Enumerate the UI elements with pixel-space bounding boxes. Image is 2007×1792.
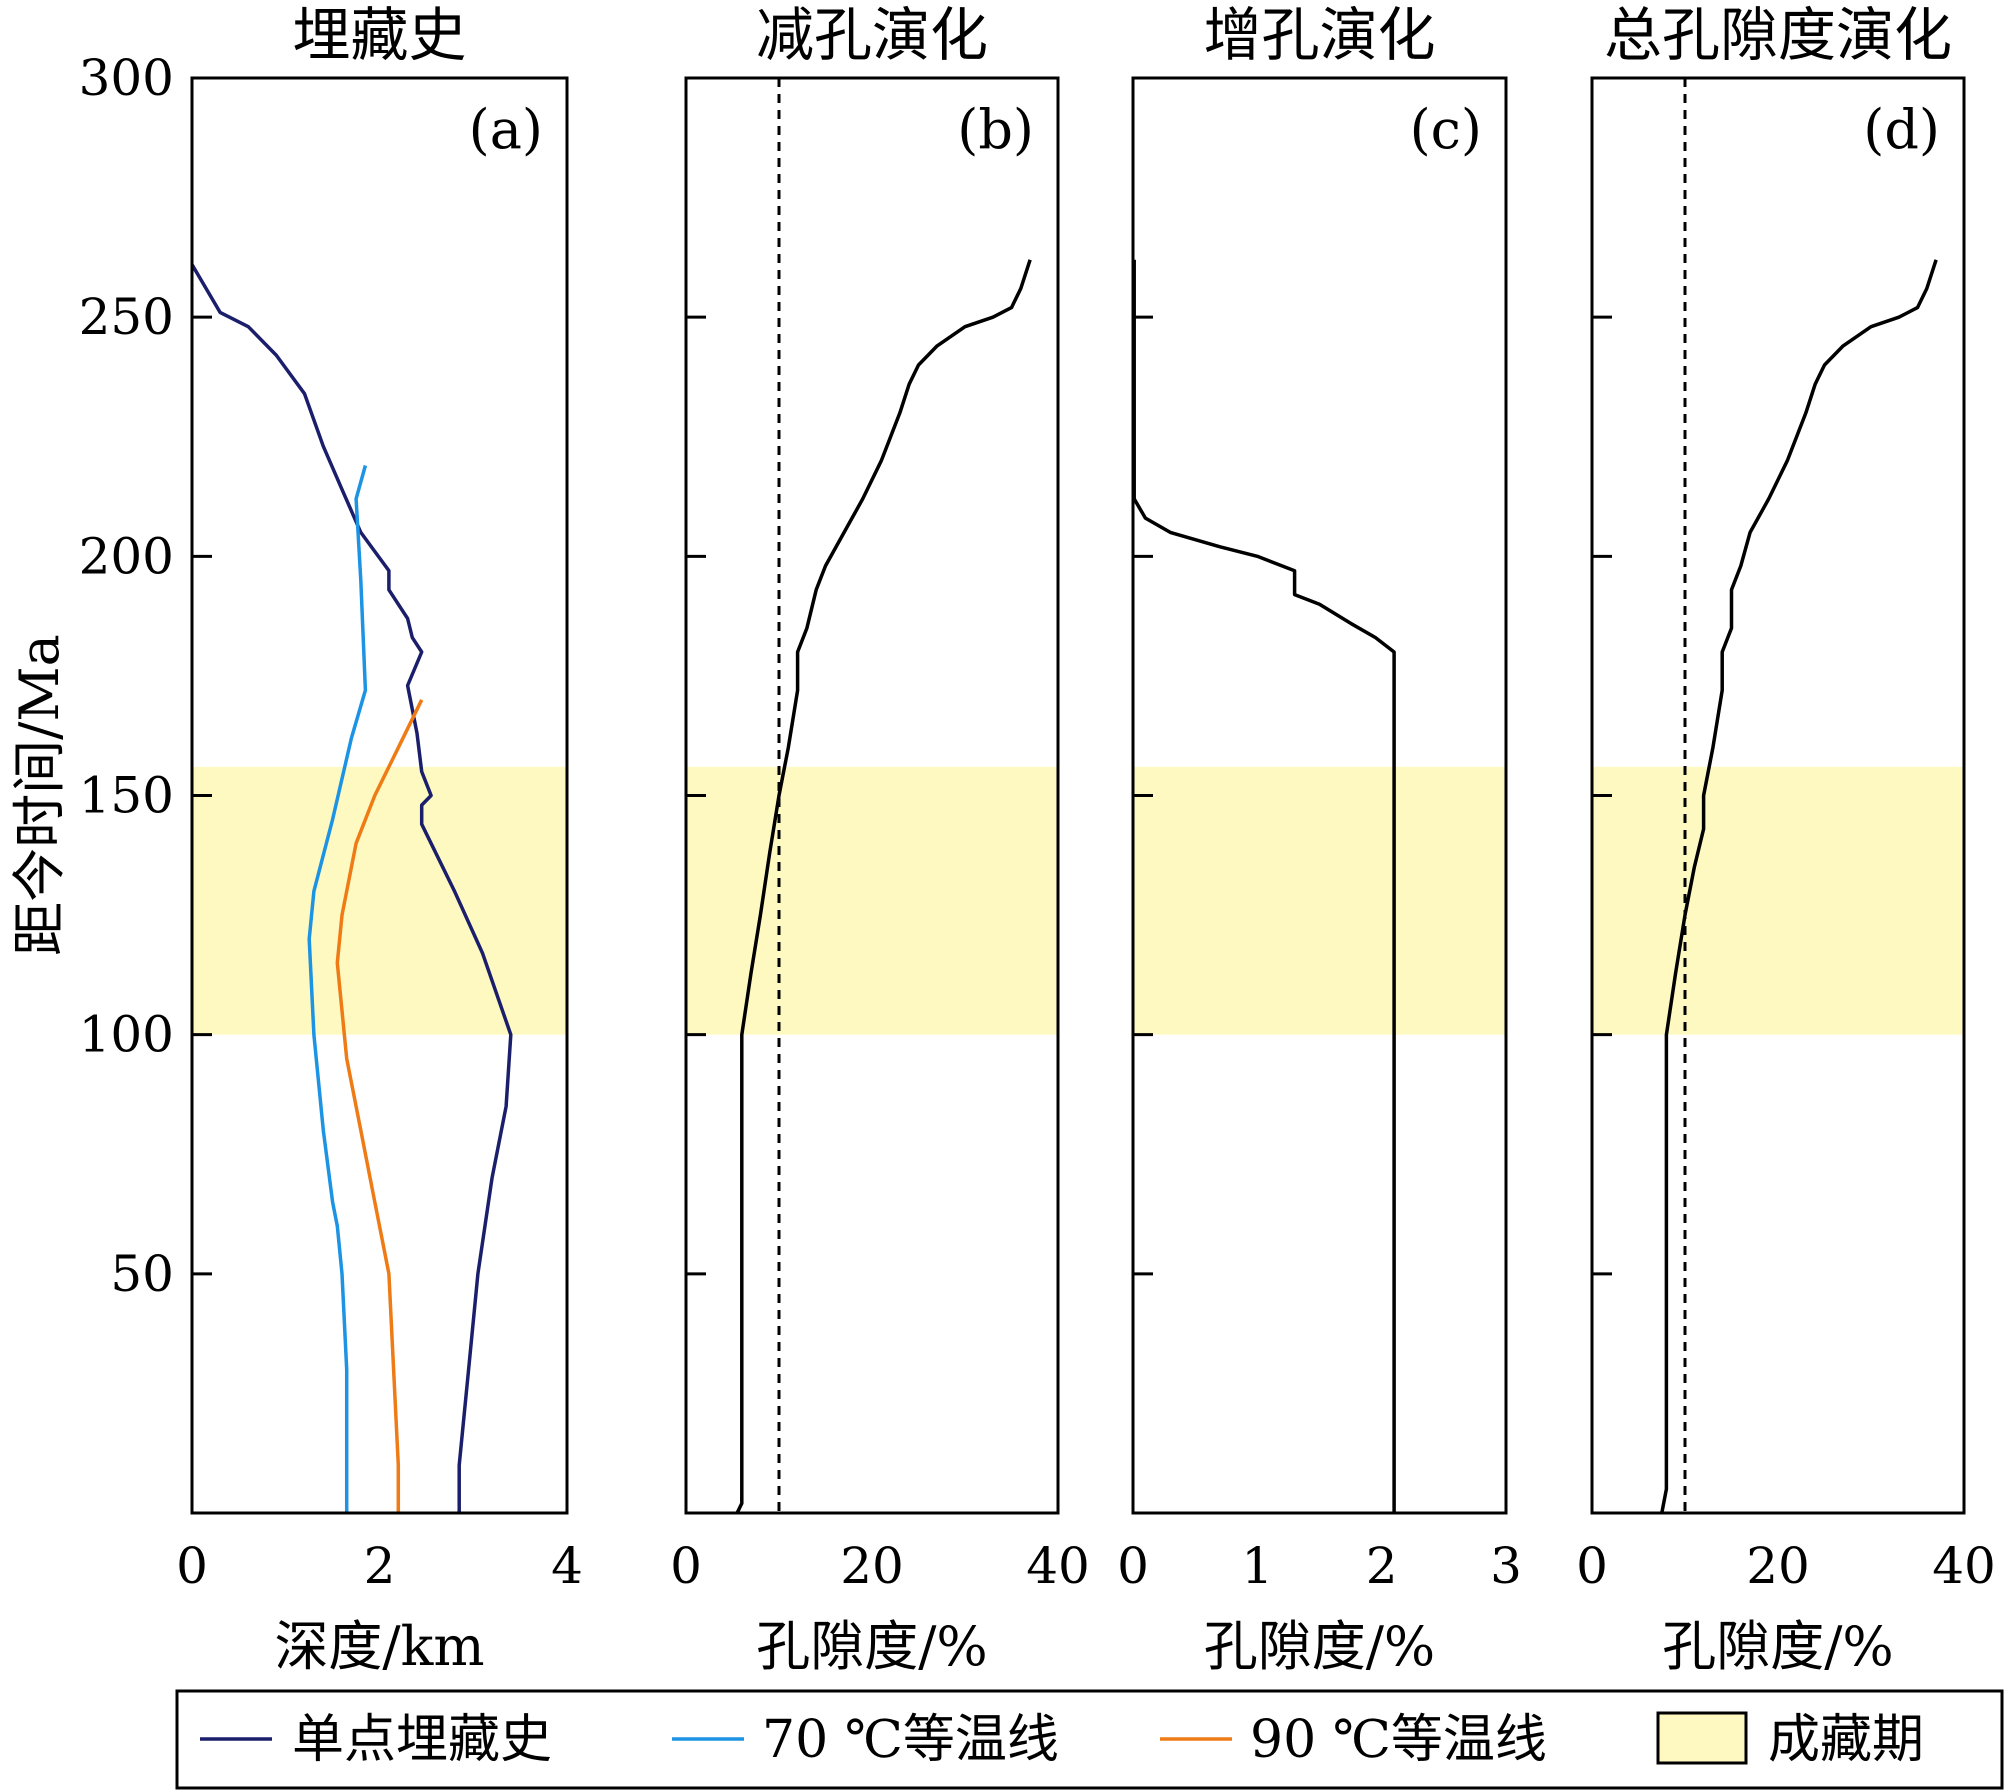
x-tick-label: 2 (1366, 1537, 1398, 1595)
legend-item-burial: 单点埋藏史 (200, 1710, 552, 1770)
x-tick-label: 20 (840, 1537, 904, 1595)
panel-d-letter: (d) (1863, 98, 1940, 161)
legend-item-70c: 70 ℃等温线 (672, 1710, 1059, 1770)
panel-d-xlabel: 孔隙度/% (1662, 1615, 1894, 1678)
panel-b-title: 减孔演化 (756, 1, 988, 69)
panel-a-xlabel: 深度/km (274, 1615, 484, 1678)
accumulation-period-band (1133, 766, 1506, 1035)
series-line-0 (1132, 259, 1396, 1513)
x-tick-label: 3 (1490, 1537, 1522, 1595)
accumulation-period-band (686, 766, 1058, 1035)
series-line-0 (190, 263, 513, 1513)
legend-item-90c: 90 ℃等温线 (1160, 1710, 1547, 1770)
series-line-0 (735, 259, 1032, 1514)
panel-b-xlabel: 孔隙度/% (756, 1615, 988, 1678)
x-tick-label: 20 (1746, 1537, 1810, 1595)
legend-item-accumulation: 成藏期 (1656, 1710, 1924, 1770)
panel-a-title: 埋藏史 (292, 1, 466, 69)
y-tick-label: 100 (79, 1006, 174, 1064)
x-tick-label: 2 (364, 1537, 396, 1595)
series-line-2 (335, 699, 424, 1513)
panel-c-porosity-increase: 0 1 2 3 增孔演化 (c) 孔隙度/% (1117, 1, 1522, 1678)
x-tick-label: 40 (1932, 1537, 1996, 1595)
y-tick-label: 250 (79, 288, 174, 346)
legend-label-70c: 70 ℃等温线 (762, 1710, 1059, 1770)
panel-c-letter: (c) (1410, 98, 1482, 161)
y-axis-label: 距今时间/Ma (8, 634, 71, 956)
legend-label-burial: 单点埋藏史 (292, 1710, 552, 1770)
legend-label-accumulation: 成藏期 (1768, 1710, 1924, 1770)
panel-a-burial-history: 50 100 150 200 250 300 0 2 4 埋藏史 (a) 深度/km 距今时间/… (8, 1, 583, 1678)
legend-label-90c: 90 ℃等温线 (1250, 1710, 1547, 1770)
panel-d-title: 总孔隙度演化 (1604, 1, 1952, 69)
panel-c-title: 增孔演化 (1203, 1, 1435, 69)
x-tick-label: 1 (1241, 1537, 1273, 1595)
x-tick-label: 0 (670, 1537, 702, 1595)
legend-swatch-accumulation (1656, 1711, 1748, 1765)
panel-a-letter: (a) (469, 98, 543, 161)
x-tick-label: 0 (176, 1537, 208, 1595)
x-tick-label: 4 (551, 1537, 583, 1595)
panel-b-letter: (b) (957, 98, 1034, 161)
y-tick-label: 150 (79, 767, 174, 825)
x-tick-label: 40 (1026, 1537, 1090, 1595)
accumulation-period-band (1592, 766, 1964, 1035)
x-tick-label: 0 (1576, 1537, 1608, 1595)
series-line-0 (1660, 259, 1938, 1514)
panel-b-porosity-reduction: 0 20 40 减孔演化 (b) 孔隙度/% (670, 1, 1090, 1678)
y-tick-label: 300 (79, 49, 174, 107)
y-tick-label: 200 (79, 527, 174, 585)
x-tick-label: 0 (1117, 1537, 1149, 1595)
panel-d-total-porosity: 0 20 40 总孔隙度演化 (d) 孔隙度/% (1576, 1, 1996, 1678)
y-tick-label: 50 (110, 1245, 174, 1303)
series-line-1 (307, 465, 368, 1513)
accumulation-period-band (192, 766, 567, 1035)
panel-c-xlabel: 孔隙度/% (1204, 1615, 1436, 1678)
legend: 单点埋藏史 70 ℃等温线 90 ℃等温线 成藏期 (175, 1689, 2004, 1790)
